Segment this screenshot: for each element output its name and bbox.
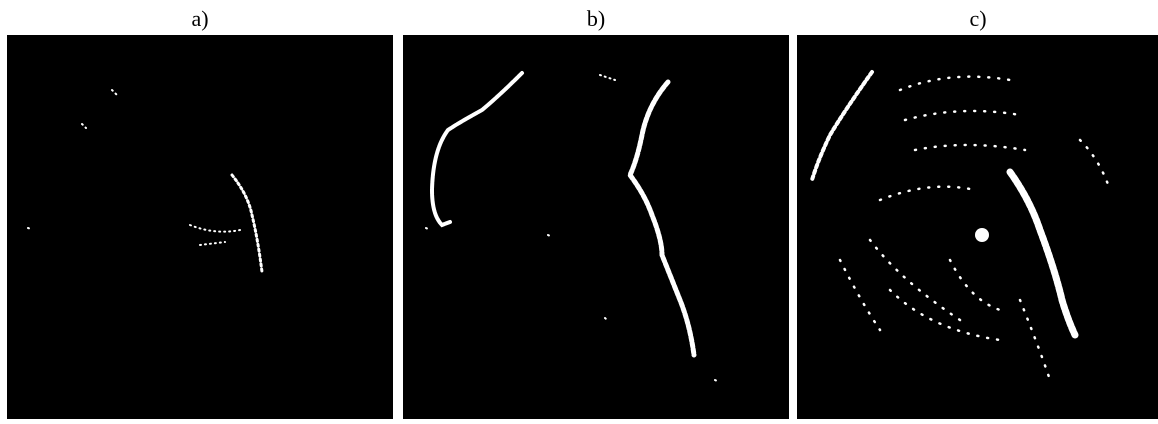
image-panel [403,35,789,419]
image-panel [797,35,1158,419]
panel-label: a) [191,6,208,31]
panel-label: c) [969,6,986,31]
blob [975,228,989,242]
image-panel [7,35,393,419]
panel-label: b) [587,6,605,31]
